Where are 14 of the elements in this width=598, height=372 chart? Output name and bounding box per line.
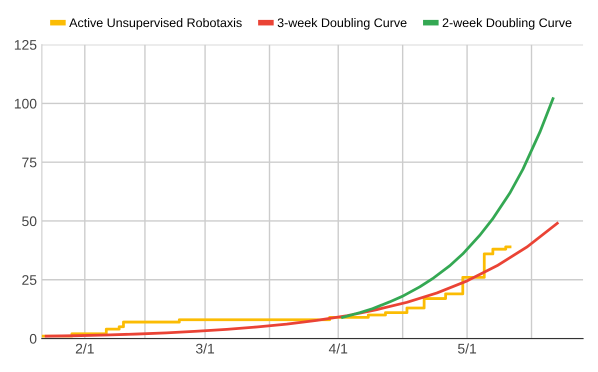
y-tick-label: 100 xyxy=(14,98,36,109)
line-series xyxy=(341,97,554,319)
legend-label: 3-week Doubling Curve xyxy=(278,18,407,30)
y-tick-label: 25 xyxy=(22,275,36,285)
legend-label: 2-week Doubling Curve xyxy=(442,18,572,30)
x-tick-label: 5/1 xyxy=(458,343,476,354)
y-tick-label: 50 xyxy=(22,216,36,226)
y-tick-label: 0 xyxy=(30,334,36,344)
x-tick-label: 3/1 xyxy=(196,343,214,354)
y-tick-label: 125 xyxy=(14,40,36,50)
y-tick-label: 75 xyxy=(22,158,36,168)
x-tick-label: 2/1 xyxy=(76,343,94,354)
legend-label: Active Unsupervised Robotaxis xyxy=(69,18,242,30)
x-tick-label: 4/1 xyxy=(328,343,348,354)
